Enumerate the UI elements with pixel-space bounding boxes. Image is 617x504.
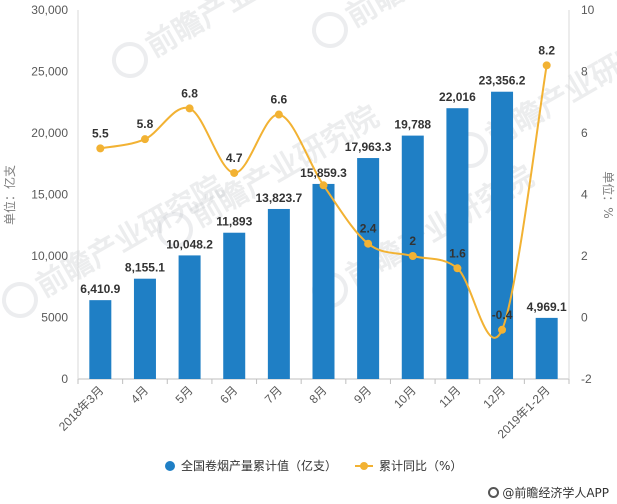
y-right-tick-label: 2 [581, 249, 588, 263]
x-tick-label: 12月 [480, 383, 508, 411]
bar-3 [223, 232, 246, 379]
y-right-tick-label: 6 [581, 126, 588, 140]
bar-value-label: 15,859.3 [300, 166, 347, 180]
bar-value-label: 8,155.1 [125, 261, 165, 275]
bar-value-label: 23,356.2 [479, 74, 526, 88]
x-tick-label: 8月 [307, 383, 330, 406]
yoy-point-5 [319, 181, 328, 190]
legend-line-label: 累计同比（%） [379, 459, 462, 473]
bar-value-label: 4,969.1 [527, 300, 567, 314]
line-value-label: 5.8 [137, 117, 154, 131]
line-value-label: 2.4 [360, 222, 377, 236]
y-right-tick-label: 8 [581, 65, 588, 79]
y-left-tick-label: 10,000 [31, 249, 68, 263]
bar-1 [133, 278, 156, 379]
yoy-point-6 [364, 239, 373, 248]
watermark-logo-icon [112, 42, 148, 78]
watermark-text: 前瞻产业研究院 [141, 0, 340, 65]
yoy-point-7 [408, 252, 417, 260]
line-value-label: 6.6 [271, 93, 288, 107]
bar-9 [491, 91, 514, 379]
bar-2 [178, 255, 201, 379]
y-left-tick-label: 15,000 [31, 188, 68, 202]
y-left-tick-label: 30,000 [31, 3, 68, 17]
yoy-point-3 [230, 168, 239, 177]
yoy-point-2 [185, 104, 194, 113]
bar-10 [535, 317, 558, 379]
bar-value-label: 19,788 [394, 118, 431, 132]
line-series [96, 61, 551, 339]
x-tick-label: 9月 [351, 383, 374, 406]
bar-6 [357, 158, 380, 379]
source-credit: @前瞻经济学人APP [488, 484, 609, 501]
x-tick-label: 6月 [217, 383, 240, 406]
legend-line-dot-icon [360, 462, 368, 470]
x-tick-label: 7月 [262, 383, 285, 406]
bar-value-label: 13,823.7 [256, 191, 303, 205]
y-left-tick-label: 0 [61, 372, 68, 386]
line-value-label: 4.7 [226, 151, 243, 165]
line-value-label: 8.2 [538, 43, 555, 57]
line-value-label: 1.6 [449, 246, 466, 260]
x-tick-label: 4月 [128, 383, 151, 406]
bar-5 [312, 183, 335, 379]
yoy-point-0 [96, 144, 105, 153]
watermark-text: 前瞻产业研究院 [341, 0, 540, 35]
legend-bar-label: 全国卷烟产量累计值（亿支） [181, 458, 337, 473]
brand-logo-icon [488, 487, 500, 498]
y-left-tick-label: 5000 [41, 311, 68, 325]
bar-value-label: 11,893 [216, 215, 252, 229]
y-left-tick-label: 20,000 [31, 126, 68, 140]
y-left-axis-title: 单位：亿支 [2, 165, 17, 225]
x-tick-label: 5月 [173, 383, 196, 406]
line-value-label: 5.5 [92, 126, 109, 140]
yoy-point-8 [453, 264, 462, 273]
watermark-logo-icon [157, 212, 193, 248]
bar-4 [267, 208, 290, 379]
x-tick-label: 10月 [391, 383, 419, 411]
legend-bar-marker-icon [165, 461, 175, 471]
watermark-logo-icon [312, 12, 348, 48]
yoy-point-10 [542, 61, 551, 70]
y-right-tick-label: -2 [581, 372, 592, 386]
yoy-point-4 [274, 110, 283, 119]
bar-0 [89, 300, 112, 379]
line-value-label: 2 [409, 234, 416, 248]
line-value-label: 6.8 [181, 86, 198, 100]
line-value-label: -0.4 [492, 308, 513, 322]
y-left-tick-label: 25,000 [31, 65, 68, 79]
bar-value-label: 22,016 [439, 90, 476, 104]
yoy-point-1 [140, 135, 149, 144]
bar-value-label: 6,410.9 [80, 282, 120, 296]
x-tick-label: 2018年3月 [56, 383, 106, 433]
watermark: 前瞻产业研究院 [312, 0, 540, 48]
y-right-tick-label: 0 [581, 311, 588, 325]
yoy-point-9 [498, 325, 507, 334]
bar-8 [446, 108, 469, 380]
legend: 全国卷烟产量累计值（亿支） 累计同比（%） [165, 458, 462, 473]
y-right-tick-label: 10 [581, 3, 595, 17]
x-tick-label: 11月 [436, 383, 463, 410]
watermark: 前瞻产业研究院 [112, 0, 340, 78]
y-right-axis-title: 单位：% [601, 171, 616, 218]
watermark-layer: 前瞻产业研究院前瞻产业研究院前瞻产业研究院前瞻产业研究院前瞻产业研究院前瞻产业研… [2, 0, 617, 318]
y-right-tick-label: 4 [581, 188, 588, 202]
watermark-logo-icon [2, 282, 38, 318]
data-labels: 6,410.9 8,155.110,048.211,893 13,823.7 15,8… [80, 43, 567, 321]
bar-value-label: 10,048.2 [166, 237, 213, 251]
bar-series [89, 91, 558, 380]
bar-value-label: 17,963.3 [345, 140, 392, 154]
source-text: @前瞻经济学人APP [502, 486, 609, 500]
